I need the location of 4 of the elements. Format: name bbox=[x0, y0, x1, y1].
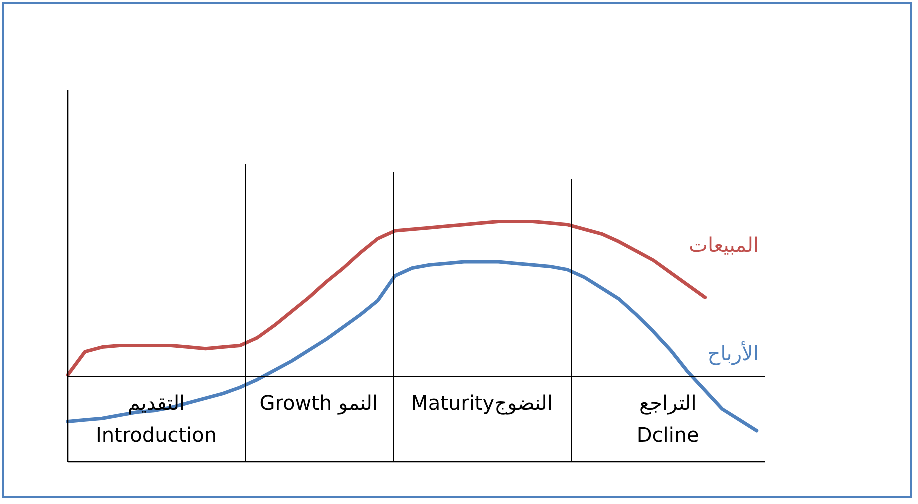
series-label: المبيعات bbox=[689, 233, 759, 258]
annotation: Growth النمو bbox=[260, 390, 378, 415]
annotation: Maturityالنضوج bbox=[411, 390, 553, 415]
series-label: الأرباح bbox=[708, 340, 759, 366]
